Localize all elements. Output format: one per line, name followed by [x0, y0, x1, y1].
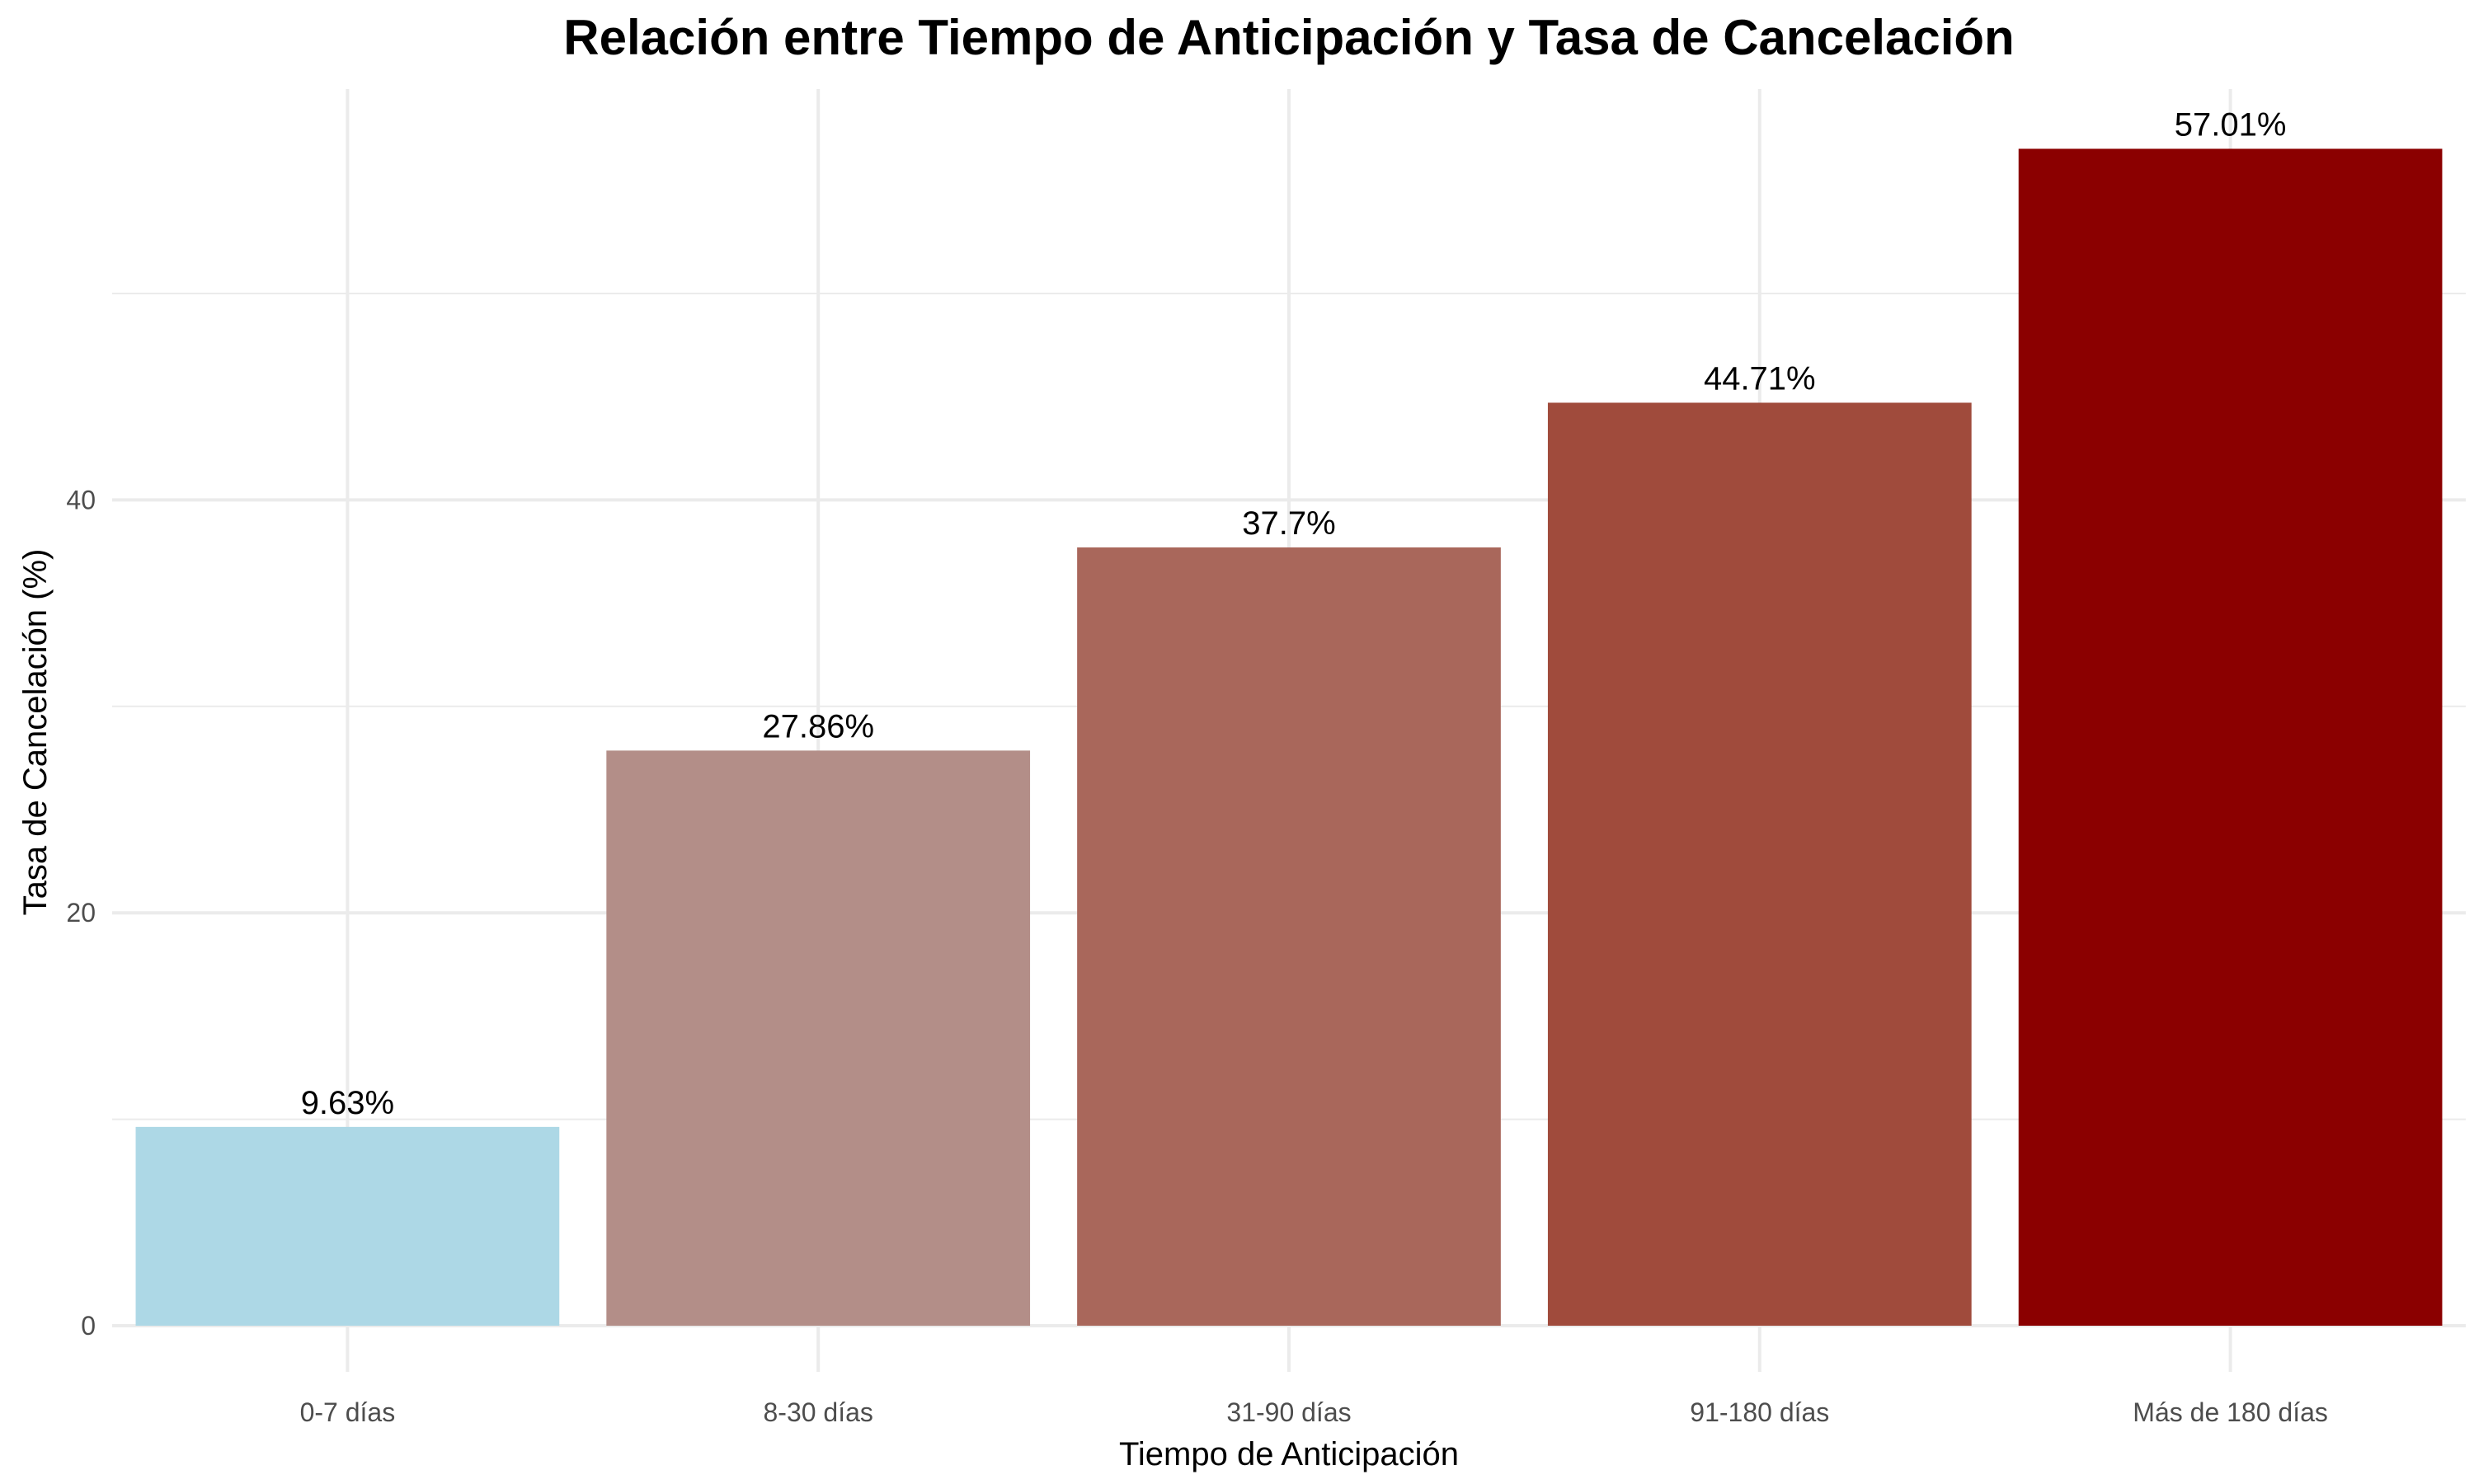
x-tick-label: Más de 180 días: [2133, 1397, 2328, 1427]
data-label: 44.71%: [1704, 360, 1816, 397]
y-tick-label: 40: [66, 485, 96, 514]
x-tick-label: 91-180 días: [1690, 1397, 1829, 1427]
y-tick-label: 0: [81, 1311, 96, 1341]
x-axis-ticks: 0-7 días 8-30 días 31-90 días 91-180 días Má…: [300, 1397, 2328, 1427]
x-tick-label: 0-7 días: [300, 1397, 396, 1427]
bar: [2018, 148, 2443, 1326]
data-label: 27.86%: [762, 708, 874, 744]
x-tick-label: 8-30 días: [763, 1397, 872, 1427]
data-label: 37.7%: [1242, 505, 1335, 542]
y-axis-ticks: 0 20 40: [66, 485, 96, 1341]
chart-title: Relación entre Tiempo de Anticipación y …: [563, 10, 2014, 65]
bar: [606, 750, 1031, 1326]
bar: [135, 1126, 560, 1326]
x-tick-label: 31-90 días: [1226, 1397, 1351, 1427]
data-label: 9.63%: [301, 1085, 394, 1121]
bar: [1547, 402, 1972, 1326]
bar: [1077, 547, 1501, 1326]
x-axis-title: Tiempo de Anticipación: [1119, 1436, 1459, 1472]
bars: [135, 148, 2443, 1326]
data-label: 57.01%: [2175, 106, 2287, 143]
y-axis-title: Tasa de Cancelación (%): [17, 549, 54, 916]
data-labels: 9.63% 27.86% 37.7% 44.71% 57.01%: [301, 106, 2287, 1120]
y-tick-label: 20: [66, 898, 96, 928]
